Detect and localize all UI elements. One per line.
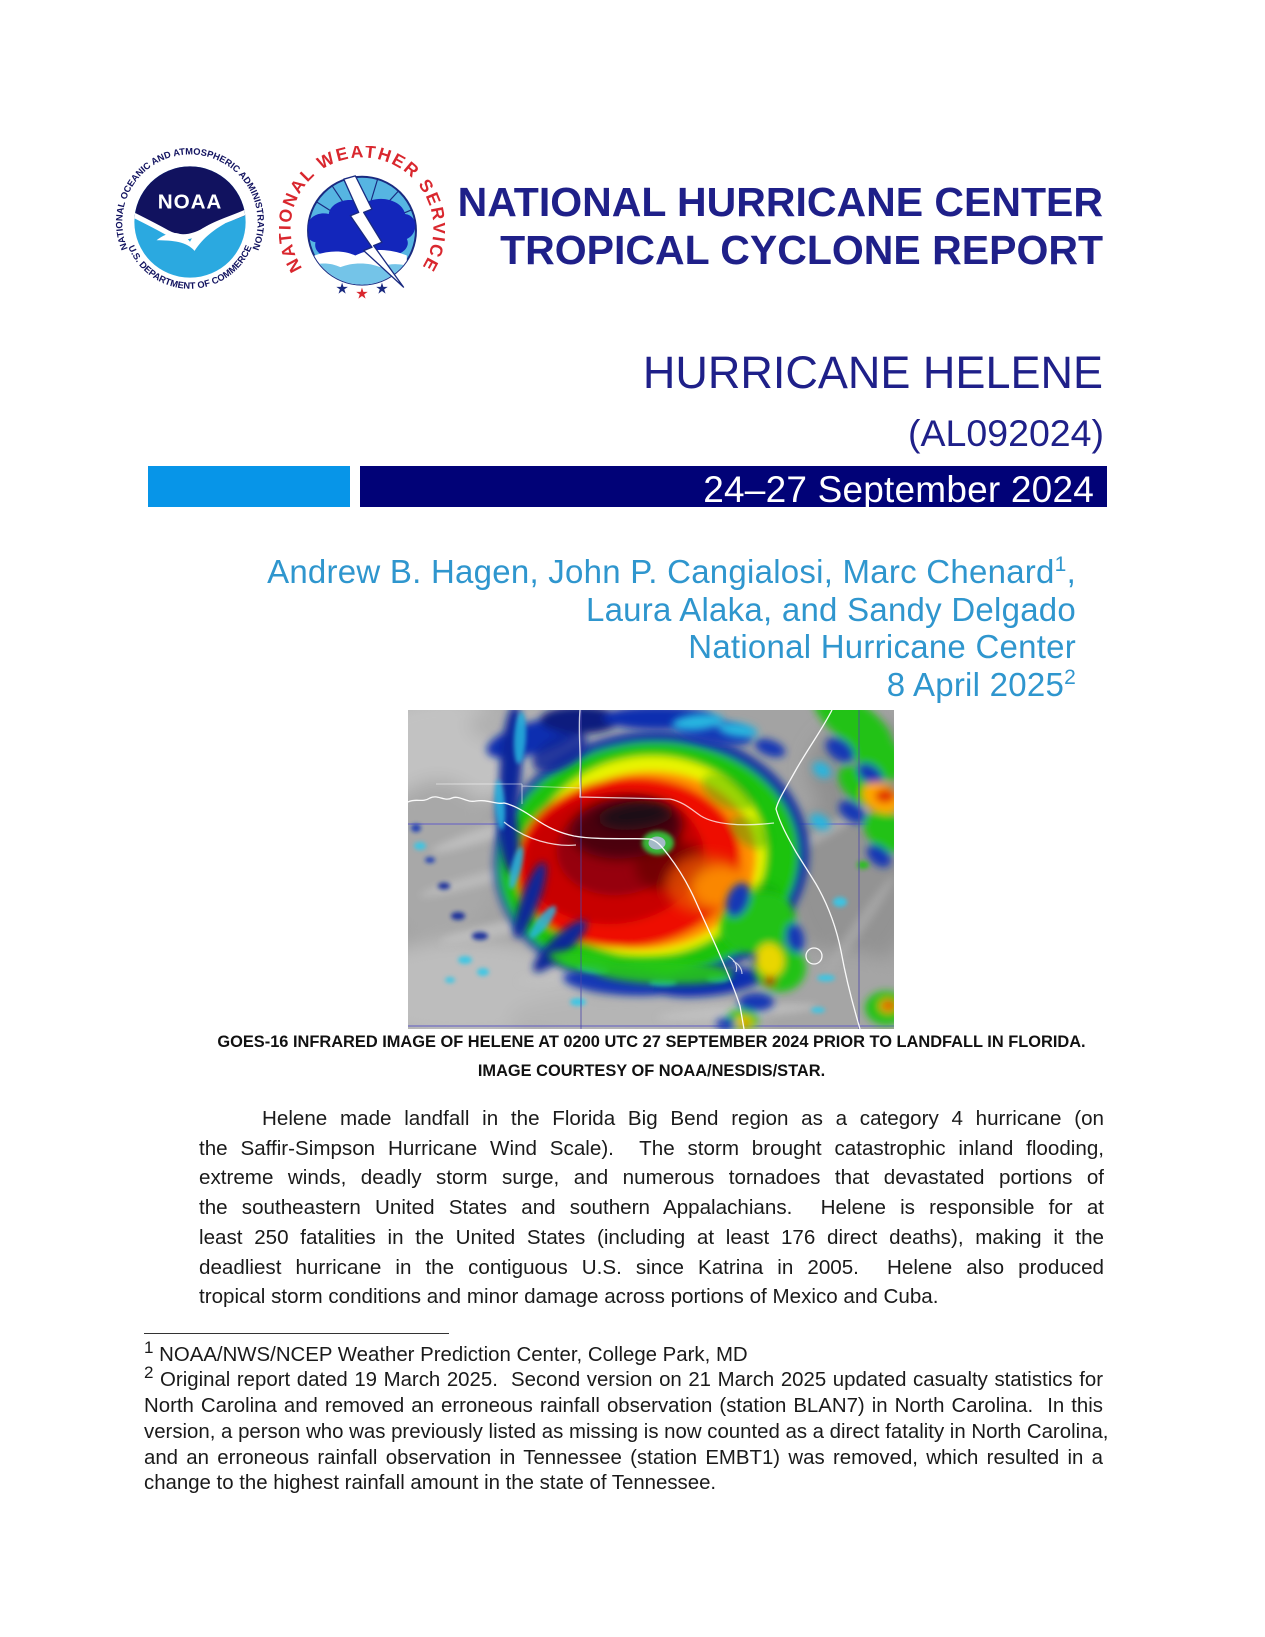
svg-text:★: ★ xyxy=(375,281,388,298)
svg-text:★: ★ xyxy=(335,281,348,298)
svg-text:NOAA: NOAA xyxy=(158,190,222,213)
svg-text:★: ★ xyxy=(355,286,368,303)
